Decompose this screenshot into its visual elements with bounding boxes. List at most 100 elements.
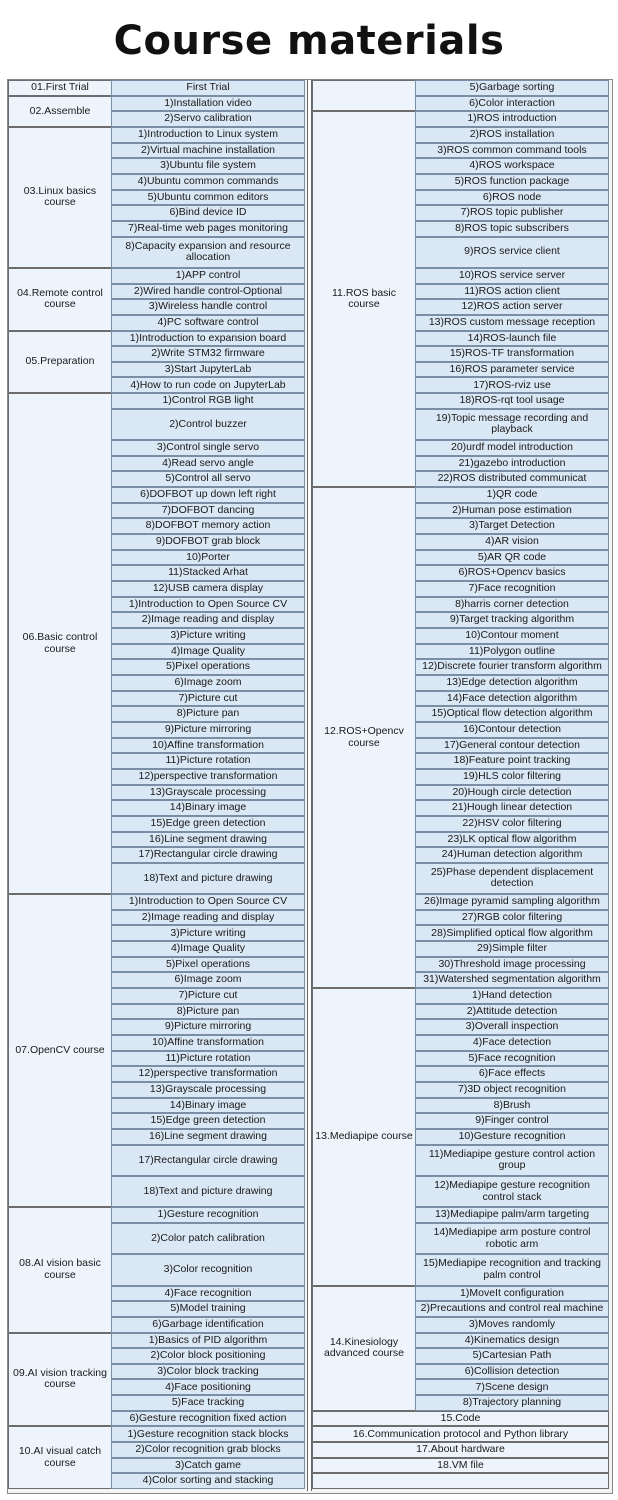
course-item: 2)Precautions and control real machine [415, 1301, 609, 1317]
course-item: 20)Hough circle detection [415, 784, 609, 801]
course-item: 10)Porter [111, 549, 305, 566]
course-item: 17)General contour detection [415, 737, 609, 754]
course-item: 11)Mediapipe gesture control action grou… [415, 1144, 609, 1176]
course-item: 6)Color interaction [415, 95, 609, 112]
course-item: 2)Virtual machine installation [111, 142, 305, 159]
left-column: 01.First Trial First Trial 02.Assemble 1)In… [8, 80, 305, 1490]
column-divider [307, 80, 312, 1491]
category-cell: 09.AI vision tracking course [8, 1332, 111, 1427]
course-item: 5)AR QR code [415, 549, 609, 566]
course-item: 22)ROS distributed communicat [415, 471, 609, 488]
course-item: 3)Target Detection [415, 518, 609, 535]
course-item: 6)Image zoom [111, 674, 305, 691]
course-item: 7)3D object recognition [415, 1082, 609, 1098]
course-item: 14)Binary image [111, 1097, 305, 1114]
course-item: 4)AR vision [415, 534, 609, 550]
course-item: 12)Mediapipe gesture recognition control… [415, 1175, 609, 1208]
course-item: 5)ROS function package [415, 173, 609, 190]
course-item: 13)Grayscale processing [111, 1082, 305, 1098]
course-item: 7)Scene design [415, 1379, 609, 1396]
course-item: 1)Introduction to Open Source CV [111, 596, 305, 613]
course-item: 5)Model training [111, 1301, 305, 1317]
course-item: 3)ROS common command tools [415, 142, 609, 159]
category-cell: 05.Preparation [8, 330, 111, 394]
course-item: 2)Color block positioning [111, 1348, 305, 1364]
course-item: 1)Hand detection [415, 988, 609, 1004]
course-item: 5)Ubuntu common editors [111, 189, 305, 206]
course-item: 4)Face detection [415, 1035, 609, 1051]
course-item: 7)Picture cut [111, 988, 305, 1004]
course-item: 18)Text and picture drawing [111, 862, 305, 895]
course-item: 4)PC software control [111, 314, 305, 331]
course-item: 5)Face tracking [111, 1395, 305, 1411]
course-item: 11)Polygon outline [415, 643, 609, 660]
course-item: 16)Line segment drawing [111, 831, 305, 848]
course-item: 4)Kinematics design [415, 1332, 609, 1349]
category-cell: 04.Remote control course [8, 267, 111, 331]
course-item: 14)Mediapipe arm posture control robotic… [415, 1222, 609, 1255]
course-item: 12)USB camera display [111, 581, 305, 597]
course-item: 8)Brush [415, 1097, 609, 1114]
course-item: 9)Picture mirroring [111, 1019, 305, 1036]
course-item: 8)ROS topic subscribers [415, 220, 609, 237]
course-item: 1)ROS introduction [415, 111, 609, 127]
course-item: 8)Picture pan [111, 1003, 305, 1020]
course-item: 23)LK optical flow algorithm [415, 831, 609, 848]
category-cell: 10.AI visual catch course [8, 1426, 111, 1490]
course-item: 1)Installation video [111, 95, 305, 112]
course-item: 8)Picture pan [111, 706, 305, 722]
course-item: 2)ROS installation [415, 126, 609, 143]
course-item: 28)Simplified optical flow algorithm [415, 925, 609, 942]
category-cell [312, 80, 415, 112]
course-item: 3)Catch game [111, 1457, 305, 1474]
course-item: 15)Optical flow detection algorithm [415, 706, 609, 722]
course-item: 10)Affine transformation [111, 737, 305, 754]
course-row-full: 15.Code [312, 1410, 609, 1427]
course-item: 9)ROS service client [415, 236, 609, 268]
course-item: 2)Color recognition grab blocks [111, 1442, 305, 1458]
course-item: 13)Edge detection algorithm [415, 674, 609, 691]
course-item: 25)Phase dependent displacement detectio… [415, 862, 609, 895]
course-item: 9)Finger control [415, 1113, 609, 1129]
course-item: 3)Color recognition [111, 1254, 305, 1286]
course-item: 5)Face recognition [415, 1050, 609, 1067]
course-item: 2)Control buzzer [111, 408, 305, 441]
course-item: 6)Gesture recognition fixed action [111, 1410, 305, 1427]
right-column: 5)Garbage sorting 6)Color interaction 11.R… [312, 80, 610, 1490]
course-item: 1)Introduction to expansion board [111, 330, 305, 347]
course-item: 5)Pixel operations [111, 956, 305, 973]
course-item: 10)Gesture recognition [415, 1128, 609, 1145]
course-item: 8)Trajectory planning [415, 1395, 609, 1411]
course-item: 19)HLS color filtering [415, 768, 609, 785]
category-cell: 12.ROS+Opencv course [312, 487, 415, 989]
course-item: 12)perspective transformation [111, 768, 305, 785]
course-item: 3)Wireless handle control [111, 299, 305, 315]
course-row-full: 17.About hardware [312, 1442, 609, 1458]
course-item: 1)Basics of PID algorithm [111, 1332, 305, 1349]
course-item: 3)Color block tracking [111, 1363, 305, 1380]
course-item: 4)Ubuntu common commands [111, 173, 305, 190]
course-item: 11)Picture rotation [111, 1050, 305, 1067]
course-item: 19)Topic message recording and playback [415, 408, 609, 441]
course-item: 7)Real-time web pages monitoring [111, 220, 305, 237]
category-cell: 08.AI vision basic course [8, 1207, 111, 1333]
course-row-full: 18.VM file [312, 1457, 609, 1474]
course-item: 7)DOFBOT dancing [111, 502, 305, 519]
course-item: 6)Bind device ID [111, 205, 305, 221]
course-item: 5)Pixel operations [111, 659, 305, 675]
course-item: First Trial [111, 80, 305, 96]
course-item: 21)Hough linear detection [415, 800, 609, 816]
course-item: 18)Feature point tracking [415, 753, 609, 769]
category-cell: 06.Basic control course [8, 393, 111, 895]
course-item: 3)Picture writing [111, 925, 305, 942]
course-item: 16)Line segment drawing [111, 1128, 305, 1145]
course-item: 14)Face detection algorithm [415, 690, 609, 707]
course-item: 18)Text and picture drawing [111, 1175, 305, 1208]
course-item: 4)Image Quality [111, 643, 305, 660]
course-item: 15)Edge green detection [111, 1113, 305, 1129]
course-item: 1)Control RGB light [111, 393, 305, 409]
course-item: 5)Cartesian Path [415, 1348, 609, 1364]
course-item: 15)Edge green detection [111, 815, 305, 832]
course-item: 7)ROS topic publisher [415, 205, 609, 221]
course-item: 9)Picture mirroring [111, 721, 305, 738]
